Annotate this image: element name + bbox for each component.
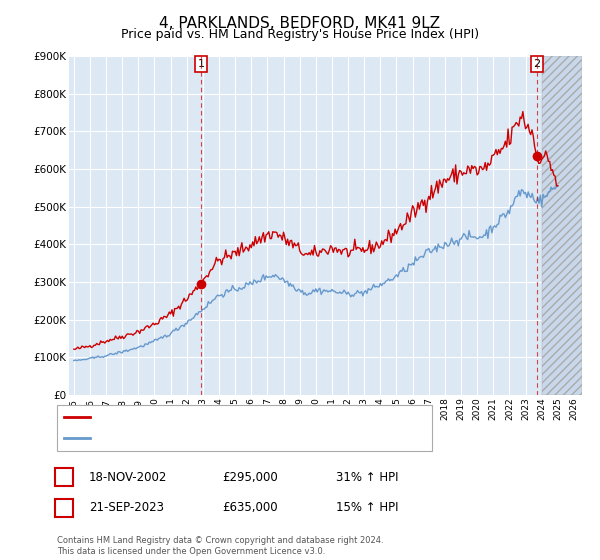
Text: HPI: Average price, detached house, Bedford: HPI: Average price, detached house, Bedf… — [94, 433, 328, 444]
Text: 15% ↑ HPI: 15% ↑ HPI — [336, 501, 398, 515]
Text: £635,000: £635,000 — [222, 501, 278, 515]
Text: 1: 1 — [197, 59, 205, 69]
Text: 31% ↑ HPI: 31% ↑ HPI — [336, 470, 398, 484]
Text: 18-NOV-2002: 18-NOV-2002 — [89, 470, 167, 484]
Text: 2: 2 — [61, 501, 68, 515]
Text: Contains HM Land Registry data © Crown copyright and database right 2024.
This d: Contains HM Land Registry data © Crown c… — [57, 536, 383, 556]
Text: 2: 2 — [533, 59, 541, 69]
Bar — [542, 56, 582, 395]
Text: £295,000: £295,000 — [222, 470, 278, 484]
Text: Price paid vs. HM Land Registry's House Price Index (HPI): Price paid vs. HM Land Registry's House … — [121, 28, 479, 41]
Text: 21-SEP-2023: 21-SEP-2023 — [89, 501, 164, 515]
Text: 1: 1 — [61, 470, 68, 484]
Text: 4, PARKLANDS, BEDFORD, MK41 9LZ: 4, PARKLANDS, BEDFORD, MK41 9LZ — [160, 16, 440, 31]
Text: 4, PARKLANDS, BEDFORD, MK41 9LZ (detached house): 4, PARKLANDS, BEDFORD, MK41 9LZ (detache… — [94, 412, 380, 422]
